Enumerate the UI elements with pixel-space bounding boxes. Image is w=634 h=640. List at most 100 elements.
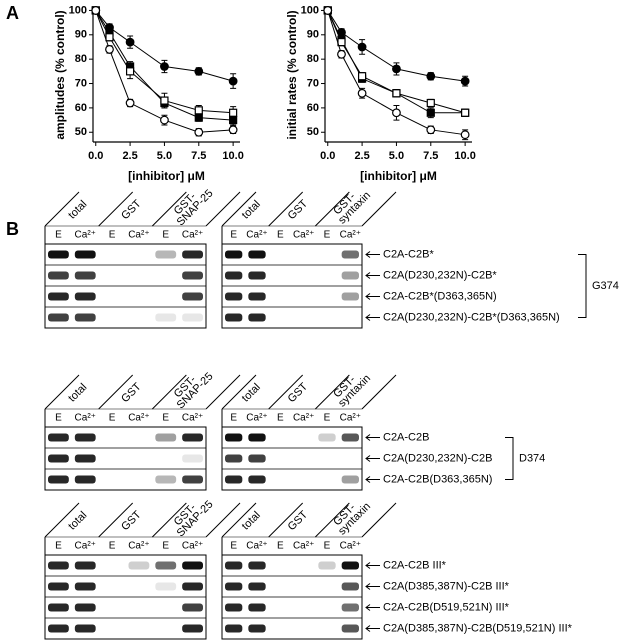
arrow [365,293,380,300]
marker [323,6,333,15]
series-line [95,10,234,133]
lane-label: Ca²⁺ [128,541,149,552]
header-line [361,374,397,410]
arrow [365,583,380,590]
y-tick-label: 100 [69,4,87,16]
lane-label: E [109,541,116,552]
marker [125,37,135,47]
band [48,561,69,570]
bracket-label: G374 [592,280,619,292]
series-line [95,10,234,114]
row-label: C2A-C2B(D519,521N) III* [383,601,510,613]
series-line [327,10,466,136]
y-tick-label: 60 [307,102,319,114]
marker [194,66,204,76]
band [225,475,243,484]
lane-label: Ca²⁺ [340,413,361,424]
marker [228,76,238,86]
arrow [365,562,380,569]
marker [125,98,135,108]
lane-label: Ca²⁺ [128,413,149,424]
band [225,624,243,633]
y-axis-title: amplitudes (% control) [53,10,67,139]
column-header: GST [286,198,311,223]
header-line [205,502,241,538]
lane-label: Ca²⁺ [75,541,96,552]
lane-label: Ca²⁺ [293,230,314,241]
band [225,433,243,442]
column-header: total [240,198,263,221]
lane-label: E [109,413,116,424]
band [182,292,203,301]
header-line [314,191,350,227]
header-line [44,374,80,410]
band [74,582,96,591]
row-label: C2A-C2B*(D363,365N) [383,290,497,302]
panel-label: A [6,3,19,23]
lane-label: Ca²⁺ [182,413,203,424]
band [182,271,203,280]
band [74,313,96,322]
band [48,292,69,301]
band [182,250,203,259]
header-line [44,502,80,538]
arrow [365,272,380,279]
band [248,313,266,322]
arrow [365,434,380,441]
marker [160,62,169,71]
column-header: GST [286,381,311,406]
marker [392,64,401,74]
band [48,624,69,633]
lane-label: Ca²⁺ [340,541,361,552]
lane-label: E [277,541,284,552]
band [74,475,96,484]
band [182,475,203,484]
band [182,561,203,570]
marker [105,33,114,42]
band [182,624,203,633]
lane-label: Ca²⁺ [246,230,267,241]
marker [337,49,346,59]
header-line [314,374,350,410]
band [74,250,96,259]
lane-label: E [277,230,284,241]
x-axis-title: [inhibitor] μM [128,169,205,183]
marker [392,89,401,98]
lane-label: E [109,230,116,241]
arrow [365,455,380,462]
band [48,250,69,259]
band [48,475,69,484]
lane-label: Ca²⁺ [182,541,203,552]
lane-label: E [230,413,237,424]
marker [337,38,346,47]
band [182,433,203,442]
lane-label: E [162,413,169,424]
band [74,271,96,280]
marker [426,125,436,135]
lane-label: Ca²⁺ [340,230,361,241]
lane-label: E [55,413,62,424]
panel-label: B [6,219,19,239]
band [48,271,69,280]
column-header: GST [286,509,311,534]
x-tick-label: 0.0 [88,150,103,162]
band [248,454,266,463]
row-label: C2A-C2B [383,431,429,443]
band [318,561,336,570]
lane-label: E [162,541,169,552]
marker [357,88,367,98]
lane-label: E [55,230,62,241]
series-line [327,10,466,114]
band [248,250,266,259]
lane-label: E [277,413,284,424]
row-label: C2A-C2B(D363,365N) [383,473,492,485]
y-tick-label: 80 [307,53,319,65]
y-tick-label: 90 [75,29,87,41]
x-tick-label: 2.5 [354,150,369,162]
header-line [205,374,241,410]
lane-label: Ca²⁺ [293,541,314,552]
marker [460,130,470,140]
lane-label: E [230,541,237,552]
marker [91,6,101,15]
